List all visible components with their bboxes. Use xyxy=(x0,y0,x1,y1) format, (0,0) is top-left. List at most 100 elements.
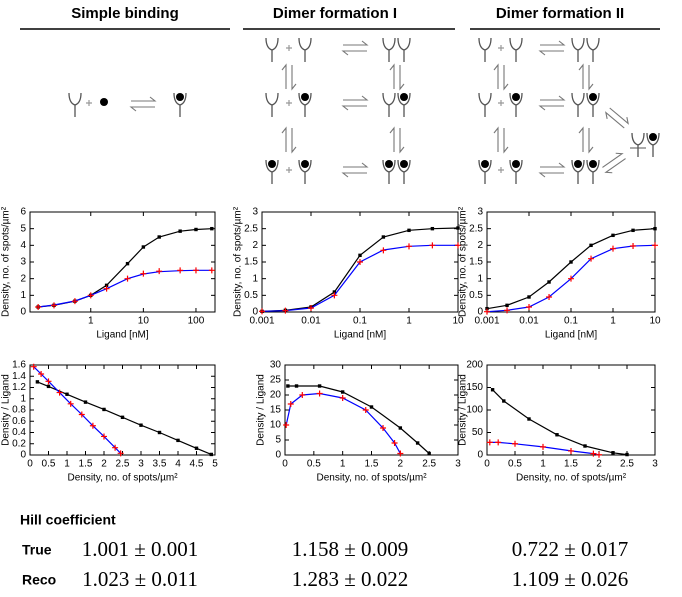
marker xyxy=(555,433,559,437)
marker xyxy=(101,433,107,440)
y-tick-label: 5 xyxy=(20,223,26,234)
receptor-ligand xyxy=(397,92,411,118)
x-tick-label: 0.1 xyxy=(564,316,578,327)
x-tick-label: 0 xyxy=(27,459,33,470)
marker xyxy=(56,389,63,396)
x-tick-label: 3.5 xyxy=(153,459,167,470)
x-axis-label: Density, no. of spots/µm² xyxy=(316,473,427,484)
marker xyxy=(89,422,96,429)
receptor xyxy=(571,92,585,118)
marker xyxy=(209,452,213,457)
x-tick-label: 0.001 xyxy=(249,316,274,327)
marker xyxy=(117,450,124,457)
marker xyxy=(286,384,290,388)
receptor-ligand xyxy=(586,159,600,185)
marker xyxy=(139,423,143,427)
hill-row-label: Reco xyxy=(22,572,56,588)
marker xyxy=(527,295,531,299)
series-line xyxy=(38,228,212,308)
marker xyxy=(339,395,346,401)
marker xyxy=(397,450,404,457)
marker xyxy=(331,292,338,299)
y-tick-label: 200 xyxy=(466,360,483,371)
y-axis-label: Density / Ligand xyxy=(458,374,469,446)
marker xyxy=(427,451,431,456)
series-line xyxy=(287,385,430,454)
receptor xyxy=(631,132,645,158)
y-tick-label: 3 xyxy=(252,207,258,218)
plus xyxy=(285,44,293,52)
marker xyxy=(380,247,387,254)
marker xyxy=(391,440,398,446)
marker xyxy=(490,388,495,392)
scheme-simple xyxy=(68,92,187,118)
series-line xyxy=(285,392,401,454)
marker xyxy=(120,415,125,420)
y-tick-label: 1.5 xyxy=(469,257,483,268)
equilibrium-arrow xyxy=(493,64,509,90)
receptor xyxy=(509,37,523,63)
marker xyxy=(357,259,363,265)
y-tick-label: 100 xyxy=(466,405,483,416)
y-tick-label: 0 xyxy=(20,307,26,318)
x-axis-label: Density, no. of spots/µm² xyxy=(67,473,178,484)
marker xyxy=(486,439,493,446)
marker xyxy=(38,371,45,377)
marker xyxy=(283,422,290,428)
y-tick-label: 3 xyxy=(477,207,483,218)
marker xyxy=(140,270,147,277)
plot-frame xyxy=(29,364,216,456)
marker xyxy=(568,447,574,454)
x-axis-label: Ligand [nM] xyxy=(96,330,148,341)
y-tick-label: 1 xyxy=(20,393,26,404)
x-tick-label: 10 xyxy=(138,316,150,327)
y-tick-label: 1 xyxy=(252,273,258,284)
x-tick-label: 0.5 xyxy=(508,459,522,470)
plus xyxy=(285,166,293,174)
series-line xyxy=(261,227,459,312)
y-tick-label: 0.8 xyxy=(12,405,26,416)
receptor xyxy=(298,37,312,63)
marker xyxy=(631,228,635,233)
marker xyxy=(208,267,215,274)
y-axis-label: Density / Ligand xyxy=(1,374,12,446)
marker xyxy=(407,228,411,233)
marker xyxy=(484,308,490,315)
marker xyxy=(177,267,184,274)
equilibrium-arrow xyxy=(342,40,368,56)
marker xyxy=(35,380,40,384)
y-tick-label: 5 xyxy=(275,435,281,446)
receptor xyxy=(68,92,82,118)
hill-value: 1.001 ± 0.001 xyxy=(82,537,199,561)
y-tick-label: 1.4 xyxy=(12,371,26,382)
hill-value: 1.283 ± 0.022 xyxy=(292,567,409,591)
marker xyxy=(45,378,52,385)
x-tick-label: 2.5 xyxy=(422,459,436,470)
marker xyxy=(568,275,574,282)
y-tick-label: 2.5 xyxy=(469,223,483,234)
marker xyxy=(358,253,362,258)
receptor-ligand xyxy=(382,159,396,185)
marker xyxy=(299,392,306,398)
x-tick-label: 1 xyxy=(340,459,346,470)
hill-table: True 1.001 ± 0.001 1.158 ± 0.009 0.722 ± 0.… xyxy=(22,537,628,591)
x-tick-label: 10 xyxy=(649,316,661,327)
marker xyxy=(653,226,657,231)
x-tick-label: 100 xyxy=(188,316,205,327)
x-tick-label: 0.01 xyxy=(301,316,321,327)
marker xyxy=(125,261,130,266)
marker xyxy=(505,303,509,308)
marker xyxy=(415,441,420,445)
hill-value: 1.158 ± 0.009 xyxy=(292,537,409,561)
chart: 0.001 0.01 0.1 1 10 0 0.5 1 1.5 2 2.5 3 Ligand [nM] D… xyxy=(233,206,464,340)
x-tick-label: 10 xyxy=(452,316,464,327)
marker xyxy=(362,407,369,413)
marker xyxy=(430,226,435,231)
marker xyxy=(380,425,387,431)
plot-frame xyxy=(486,364,656,456)
marker xyxy=(194,446,199,450)
series-line xyxy=(38,269,212,308)
plot-frame xyxy=(284,364,459,456)
marker xyxy=(35,304,42,310)
series-line xyxy=(492,389,628,456)
